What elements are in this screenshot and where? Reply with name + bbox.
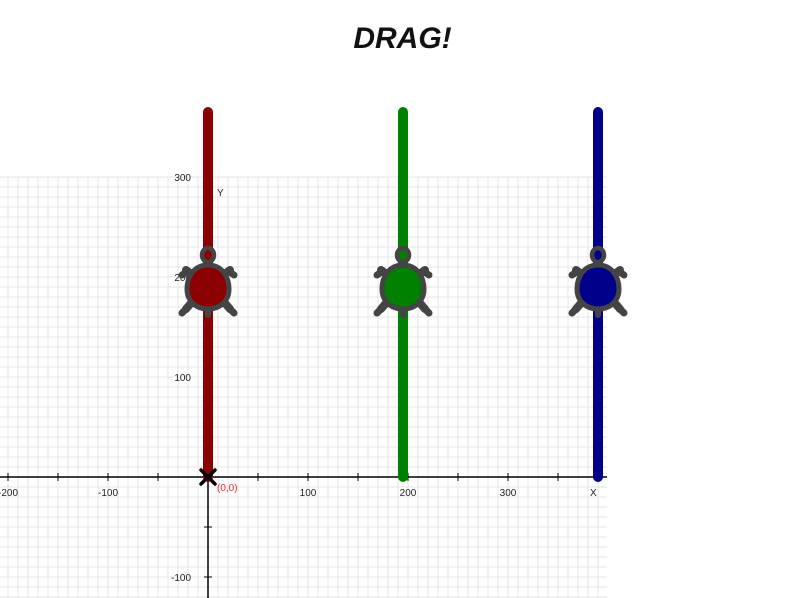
turtle-green[interactable] <box>373 245 433 318</box>
turtle-foot <box>224 267 238 279</box>
turtle-shell <box>184 262 232 312</box>
y-tick-label: 100 <box>174 373 191 384</box>
turtle-foot <box>373 267 387 279</box>
y-tick-label: -100 <box>171 573 191 584</box>
y-tick-label: 300 <box>174 173 191 184</box>
grid <box>0 176 607 598</box>
page-title: DRAG! <box>353 22 452 55</box>
origin-label: (0,0) <box>217 483 238 494</box>
x-tick-label: 300 <box>500 488 517 499</box>
x-tick-label: -100 <box>98 488 118 499</box>
turtle-shell <box>379 262 427 312</box>
y-axis-label: Y <box>217 188 224 199</box>
turtle-foot <box>373 303 387 317</box>
turtle-foot <box>614 267 628 279</box>
turtle-foot <box>178 267 192 279</box>
x-ticks: -200 -100 100 200 300 <box>0 473 559 499</box>
y-tick-label: 200 <box>174 273 191 284</box>
turtle-foot <box>419 267 433 279</box>
origin-turtle-marker <box>199 468 217 486</box>
x-tick-label: 100 <box>300 488 317 499</box>
x-tick-label: -200 <box>0 488 18 499</box>
x-axis-label: X <box>590 488 597 499</box>
turtle-blue[interactable] <box>568 245 628 318</box>
turtle-foot <box>568 267 582 279</box>
turtle-foot <box>568 303 582 317</box>
turtle-foot <box>224 303 238 317</box>
turtle-shell <box>574 262 622 312</box>
turtle-red[interactable] <box>178 245 238 318</box>
x-tick-label: 200 <box>400 488 417 499</box>
turtles[interactable] <box>178 245 628 318</box>
turtle-foot <box>178 303 192 317</box>
turtle-foot <box>614 303 628 317</box>
turtle-foot <box>419 303 433 317</box>
